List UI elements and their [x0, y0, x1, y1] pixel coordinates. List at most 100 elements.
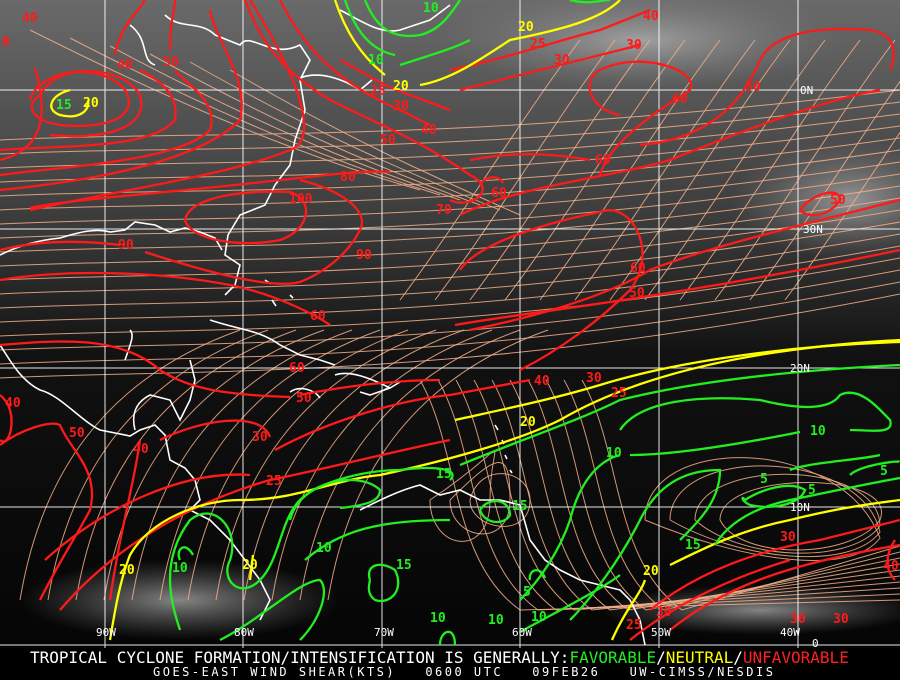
streamline	[327, 329, 549, 601]
contour-line	[168, 0, 177, 51]
contour-label: 40	[117, 58, 133, 73]
streamline	[0, 197, 900, 267]
streamline	[271, 329, 493, 601]
contour-line	[274, 378, 531, 452]
legend-unfavorable: UNFAVORABLE	[742, 648, 849, 667]
contour-label: 60	[672, 92, 688, 107]
contour-label: 30	[780, 530, 796, 545]
contour-line	[288, 478, 451, 561]
coastline-south-america	[359, 484, 646, 646]
product-date: 09FEB26	[532, 665, 601, 679]
contour-label: 30	[252, 430, 268, 445]
contour-label: 25	[530, 37, 546, 52]
contour-label: 25	[266, 474, 282, 489]
contour-label: 50	[629, 286, 645, 301]
contour-label: 30	[586, 371, 602, 386]
streamline	[229, 69, 521, 216]
shear-contours	[0, 0, 900, 646]
contour-label: 60	[595, 153, 611, 168]
streamline	[0, 161, 900, 225]
contours-neutral	[50, 0, 900, 641]
streamline	[0, 185, 900, 253]
contour-line	[0, 68, 177, 152]
contour-label: 15	[396, 558, 412, 573]
streamline	[509, 379, 900, 611]
contour-label: 10	[368, 53, 384, 68]
streamline	[131, 329, 353, 601]
product-info: GOES-EAST WIND SHEAR(KTS) 0600 UTC 09FEB…	[153, 666, 775, 679]
lat-label: 20N	[790, 362, 810, 375]
contour-line	[177, 546, 195, 561]
streamline	[75, 329, 297, 601]
legend-neutral: NEUTRAL	[665, 648, 734, 667]
contour-line	[343, 0, 611, 67]
streamline	[679, 39, 861, 301]
satellite-background	[0, 0, 900, 648]
contour-line	[478, 499, 512, 524]
contour-label: 30	[790, 612, 806, 627]
streamline	[491, 379, 900, 611]
contour-line	[333, 0, 621, 87]
contour-label: 70	[436, 203, 452, 218]
streamline	[714, 39, 896, 301]
streamline	[644, 39, 826, 301]
contour-line	[619, 391, 892, 432]
contour-label: 40	[643, 9, 659, 24]
contour-label: 10	[172, 561, 188, 576]
contour-line	[248, 554, 255, 581]
contour-line	[0, 394, 13, 443]
streamline	[19, 329, 241, 601]
contour-label: 30	[554, 53, 570, 68]
contour-label: 40	[421, 123, 437, 138]
contour-label: 30	[626, 38, 642, 53]
coastline-yucatan	[124, 329, 196, 431]
legend-separator: /	[656, 648, 666, 667]
contour-line	[29, 170, 391, 210]
contour-line	[459, 88, 881, 217]
contour-label: 10	[531, 610, 547, 625]
streamline	[449, 462, 511, 535]
streamline	[149, 53, 481, 206]
contour-line	[519, 453, 621, 601]
streamline	[0, 209, 900, 281]
contour-label: 50	[163, 55, 179, 70]
contour-line	[0, 422, 93, 601]
streamline	[545, 379, 900, 611]
contour-line	[438, 630, 457, 646]
streamline	[455, 379, 900, 611]
legend-favorable: FAVORABLE	[569, 648, 657, 667]
contour-line	[528, 569, 547, 581]
contour-label: 30	[656, 605, 672, 620]
streamline	[469, 473, 531, 527]
streamline	[0, 89, 900, 141]
contour-line	[789, 453, 900, 476]
grid-labels: 0N 30N 20N 10N 0 90W 80W 70W 60W 50W 40W	[96, 84, 823, 648]
contour-line	[454, 209, 900, 372]
contour-label: 5	[523, 585, 531, 600]
streamline	[419, 379, 900, 611]
contour-line	[168, 466, 454, 631]
streamline	[504, 39, 686, 301]
lon-label: 70W	[374, 626, 394, 639]
streamline	[0, 233, 900, 309]
lon-label: 80W	[234, 626, 254, 639]
streamline	[0, 149, 900, 211]
contour-label: 40	[883, 559, 899, 574]
product-source: UW-CIMSS/NESDIS	[629, 665, 776, 679]
contour-line	[459, 363, 900, 467]
streamline	[749, 80, 900, 301]
contour-label: 60	[310, 309, 326, 324]
lat-label: 10N	[790, 501, 810, 514]
formation-legend: TROPICAL CYCLONE FORMATION/INTENSIFICATI…	[30, 649, 849, 666]
streamline	[644, 457, 881, 561]
contour-line	[0, 340, 291, 399]
contour-label: 10	[606, 446, 622, 461]
streamlines	[0, 29, 900, 611]
contour-label: 90	[118, 238, 134, 253]
streamline	[0, 173, 900, 239]
lat-label: 0	[812, 637, 819, 648]
contour-label: 50	[296, 391, 312, 406]
contour-line	[183, 190, 308, 245]
